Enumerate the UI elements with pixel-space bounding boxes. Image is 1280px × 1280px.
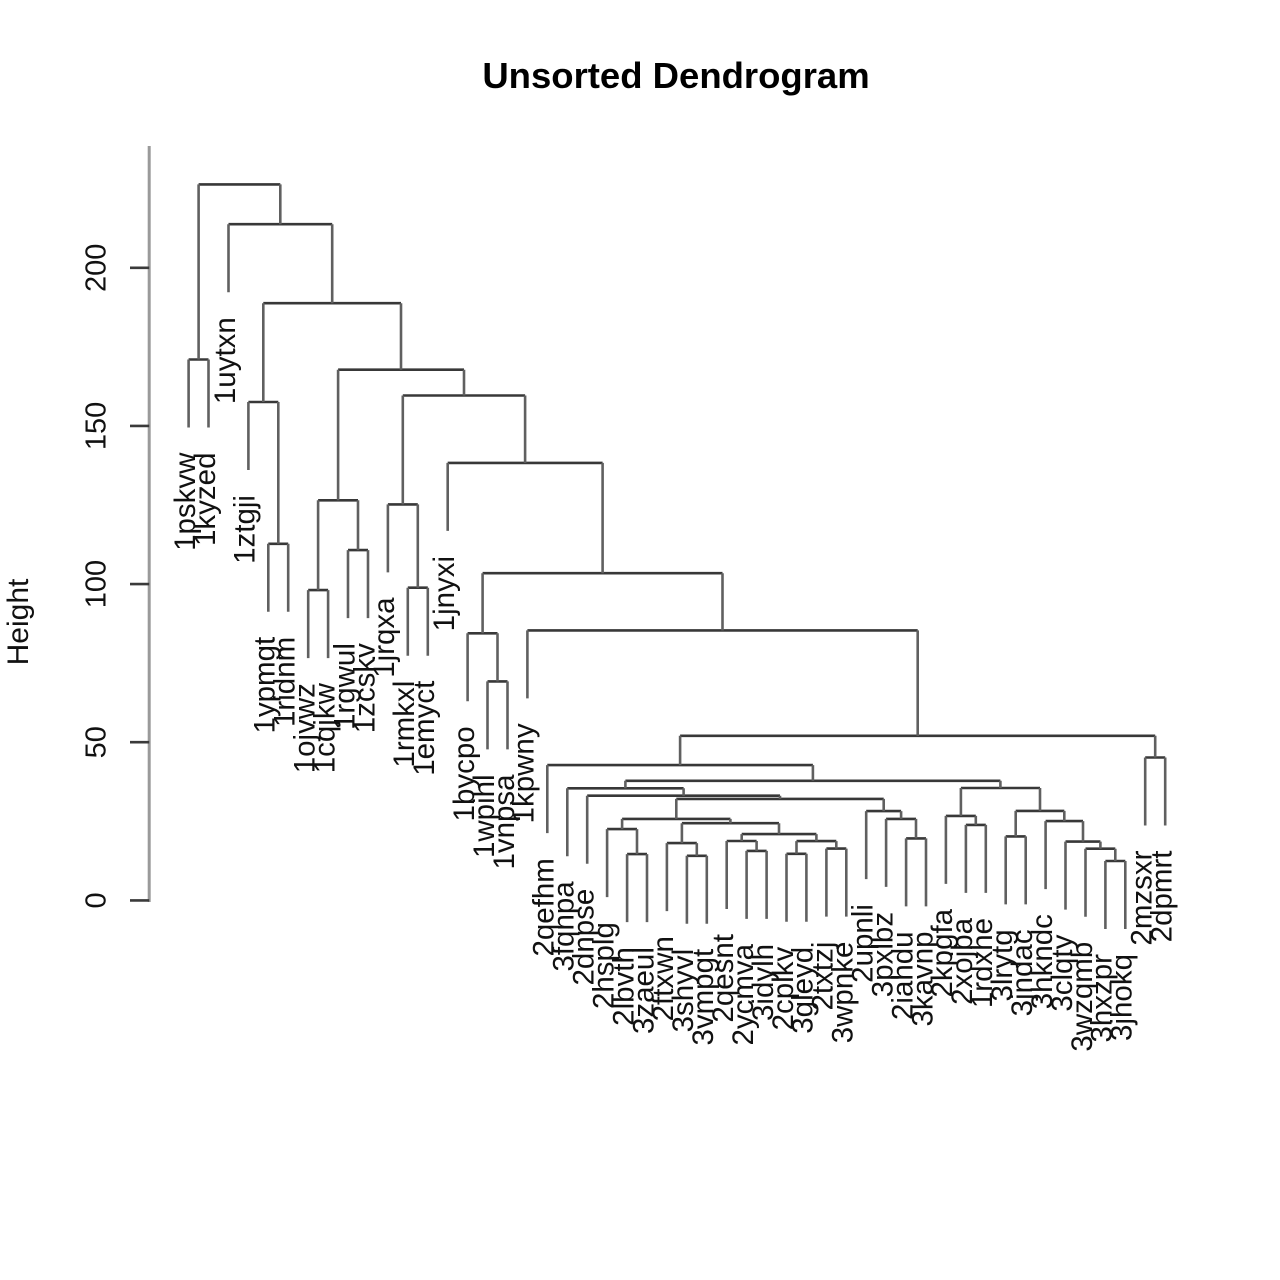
svg-text:2mzsxr: 2mzsxr (1126, 850, 1159, 945)
svg-text:3zaeul: 3zaeul (627, 947, 660, 1034)
svg-text:200: 200 (81, 244, 113, 292)
svg-text:3jndac: 3jndac (1006, 929, 1039, 1016)
svg-text:3fqnpa: 3fqnpa (548, 881, 581, 972)
svg-text:2upnli: 2upnli (847, 904, 880, 983)
svg-text:1kyzed: 1kyzed (189, 453, 222, 546)
svg-text:1cqjkw: 1cqjkw (308, 682, 341, 773)
svg-text:2ycmva: 2ycmva (727, 943, 760, 1045)
svg-text:1pskvw: 1pskvw (169, 452, 202, 551)
svg-text:2txtzj: 2txtzj (807, 942, 840, 1011)
svg-text:1vnpsa: 1vnpsa (488, 774, 521, 870)
svg-text:2dpmrt: 2dpmrt (1146, 851, 1179, 943)
svg-text:3vmpgt: 3vmpgt (687, 949, 720, 1046)
svg-text:3clqty: 3clqty (1046, 934, 1079, 1011)
svg-text:1ypmgt: 1ypmgt (249, 637, 282, 734)
svg-text:1ojvwz: 1ojvwz (289, 683, 322, 773)
svg-text:1emyct: 1emyct (408, 681, 441, 776)
svg-text:2lbvth: 2lbvth (607, 947, 640, 1026)
svg-text:2xojba: 2xojba (946, 917, 979, 1005)
svg-text:1ztgji: 1ztgji (229, 495, 262, 564)
svg-text:Unsorted Dendrogram: Unsorted Dendrogram (482, 55, 869, 96)
svg-text:Height: Height (2, 578, 35, 665)
svg-text:2hsplg: 2hsplg (587, 922, 620, 1009)
svg-text:50: 50 (81, 726, 113, 758)
svg-text:2kpgfa: 2kpgfa (926, 908, 959, 997)
svg-text:1rgwul: 1rgwul (328, 643, 361, 730)
svg-text:3pxlbz: 3pxlbz (866, 912, 899, 997)
svg-text:1kpwny: 1kpwny (508, 723, 541, 823)
svg-text:3jhokq: 3jhokq (1106, 954, 1139, 1041)
svg-text:1jnyxi: 1jnyxi (428, 556, 461, 631)
svg-text:3kavnp: 3kavnp (906, 931, 939, 1026)
svg-text:3shyvl: 3shyvl (667, 949, 700, 1033)
svg-text:2dnpse: 2dnpse (568, 889, 601, 986)
svg-text:2iahdu: 2iahdu (886, 931, 919, 1020)
svg-text:2cplkv: 2cplkv (767, 947, 800, 1031)
svg-text:1wpihl: 1wpihl (468, 774, 501, 858)
svg-text:3wzqmb: 3wzqmb (1066, 942, 1099, 1052)
svg-text:100: 100 (81, 560, 113, 608)
svg-text:3hkndc: 3hkndc (1026, 914, 1059, 1009)
svg-text:3lrytg: 3lrytg (986, 929, 1019, 1001)
svg-text:2ftxwn: 2ftxwn (647, 936, 680, 1021)
svg-text:1ridnm: 1ridnm (269, 637, 302, 727)
svg-text:3wpnke: 3wpnke (827, 942, 860, 1044)
svg-text:1jrqxa: 1jrqxa (368, 597, 401, 678)
svg-text:1rdxhe: 1rdxhe (966, 918, 999, 1008)
svg-text:2qesnt: 2qesnt (707, 934, 740, 1023)
svg-text:3idylh: 3idylh (747, 944, 780, 1021)
svg-text:1uytxn: 1uytxn (209, 317, 242, 404)
svg-text:1zcskv: 1zcskv (348, 643, 381, 733)
svg-text:3hxzpr: 3hxzpr (1086, 954, 1119, 1043)
svg-text:150: 150 (81, 402, 113, 450)
svg-text:1bycpo: 1bycpo (448, 726, 481, 821)
svg-text:0: 0 (81, 892, 113, 908)
svg-text:3gleyd: 3gleyd (787, 947, 820, 1034)
svg-text:2qefhm: 2qefhm (528, 858, 561, 956)
svg-text:1rmkxl: 1rmkxl (388, 681, 421, 768)
